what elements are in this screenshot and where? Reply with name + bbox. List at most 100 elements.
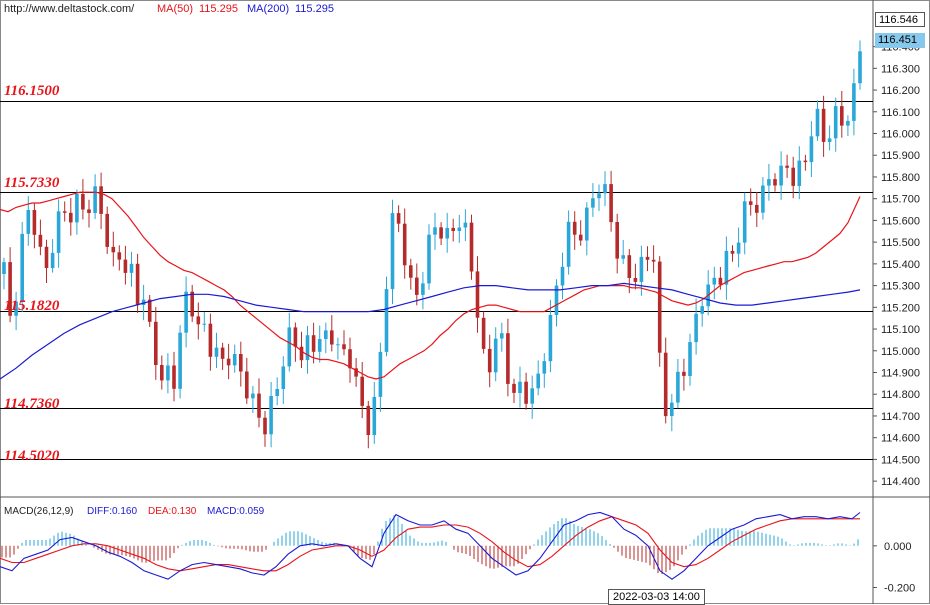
candle-body <box>154 321 158 365</box>
candle-body <box>609 184 613 223</box>
candle-body <box>833 106 838 139</box>
level-label-115733: 115.7330 <box>4 175 60 191</box>
macd-histogram-value: MACD:0.059 <box>207 506 265 517</box>
candle-body <box>330 330 334 345</box>
price-tick-label: 116.100 <box>881 107 920 119</box>
candle-body <box>803 160 808 163</box>
price-tick-label: 116.300 <box>881 63 920 75</box>
price-tick-label: 115.900 <box>881 150 920 162</box>
price-tick-label: 115.600 <box>881 215 920 227</box>
candle-body <box>439 227 443 239</box>
candle-body <box>141 299 146 305</box>
candle-body <box>202 323 207 325</box>
candle-body <box>809 136 814 163</box>
candle-body <box>797 160 802 186</box>
candle-body <box>44 246 49 268</box>
candle-body <box>846 120 850 126</box>
candle-body <box>633 278 638 282</box>
price-tick-label: 116.000 <box>881 129 920 141</box>
price-tick-label: 115.400 <box>881 259 920 271</box>
current-price-tag: 116.451 <box>875 33 925 48</box>
candle-body <box>500 333 504 339</box>
candle-body <box>821 108 826 142</box>
candle-body <box>8 262 12 316</box>
candle-body <box>111 246 116 253</box>
candle-body <box>421 283 425 295</box>
candle-body <box>748 201 753 205</box>
level-label-116150: 116.1500 <box>4 83 60 99</box>
price-tick-label: 115.700 <box>881 194 920 206</box>
candle-body <box>196 316 201 325</box>
candle-body <box>147 299 152 322</box>
candle-body <box>190 291 194 317</box>
macd-dea-line <box>0 516 860 572</box>
candle-body <box>548 315 553 362</box>
price-tick-label: 115.100 <box>881 324 920 336</box>
ma50-value: 115.295 <box>199 3 238 15</box>
site-url[interactable]: http://www.deltastock.com/ <box>4 3 135 15</box>
candle-body <box>542 361 547 374</box>
candle-body <box>129 263 134 273</box>
price-tick-label: 114.800 <box>881 389 920 401</box>
price-tick-label: 114.600 <box>881 433 920 445</box>
candle-body <box>251 393 255 399</box>
level-label-114502: 114.5020 <box>4 448 60 464</box>
candle-body <box>208 323 213 357</box>
candle-body <box>493 338 498 373</box>
candle-body <box>2 262 6 274</box>
price-tick-label: 115.000 <box>881 346 920 358</box>
candle-body <box>827 138 832 142</box>
candle-body <box>840 106 844 126</box>
price-tick-label: 114.700 <box>881 411 920 423</box>
candle-body <box>463 222 468 228</box>
candle-body <box>117 252 122 260</box>
candle-body <box>14 301 18 316</box>
candle-body <box>99 186 103 214</box>
candle-body <box>396 213 401 224</box>
candle-body <box>433 227 437 235</box>
candle-body <box>372 396 377 435</box>
price-tick-label: 114.500 <box>881 454 920 466</box>
candle-body <box>178 332 182 389</box>
candle-body <box>718 277 723 285</box>
candle-body <box>166 365 170 381</box>
candle-body <box>257 393 261 418</box>
ma200-line <box>0 282 861 380</box>
candle-body <box>457 227 462 231</box>
candle-body <box>475 271 480 318</box>
candle-body <box>62 211 67 213</box>
candle-body <box>275 389 279 396</box>
candle-body <box>26 210 31 234</box>
candle-body <box>135 263 140 306</box>
candle-body <box>736 242 741 254</box>
price-tick-label: 116.200 <box>881 85 920 97</box>
price-tick-label: 114.400 <box>881 476 920 488</box>
candle-body <box>858 51 862 84</box>
candle-body <box>445 227 449 239</box>
candle-body <box>645 256 650 260</box>
candle-body <box>779 165 783 186</box>
candle-body <box>75 194 79 223</box>
candle-body <box>390 213 395 290</box>
candle-body <box>663 352 668 417</box>
macd-diff-value: DIFF:0.160 <box>87 506 138 517</box>
macd-diff-line <box>0 511 861 580</box>
candle-body <box>621 255 625 259</box>
candle-body <box>305 335 310 361</box>
high-price-tag: 116.546 <box>875 12 925 27</box>
candle-body <box>20 233 24 302</box>
candle-body <box>560 266 565 286</box>
candle-body <box>591 198 595 208</box>
candle-body <box>730 250 735 254</box>
candle-body <box>451 227 455 231</box>
candle-body <box>50 252 55 268</box>
candle-body <box>160 365 164 381</box>
candle-body <box>281 366 286 389</box>
ma200-value: 115.295 <box>295 3 334 15</box>
candle-body <box>481 317 486 349</box>
candle-body <box>615 222 619 259</box>
candle-body <box>742 201 747 243</box>
macd-dea-value: DEA:0.130 <box>148 506 197 517</box>
